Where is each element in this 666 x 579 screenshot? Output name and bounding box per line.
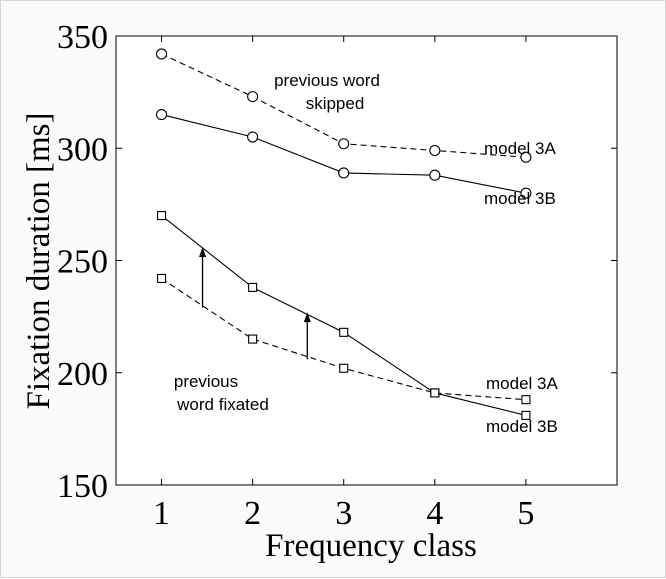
y-tick-label: 350 — [57, 19, 108, 56]
series-label-skipped-3b: model 3B — [484, 189, 556, 208]
x-tick-label: 1 — [153, 495, 170, 532]
x-tick-label: 2 — [244, 495, 261, 532]
data-point-circle — [155, 109, 168, 121]
data-point-square — [521, 395, 531, 405]
tick-labels: 1 2 3 4 5 150 200 250 300 350 — [57, 19, 534, 532]
y-axis-title: Fixation duration [ms] — [21, 113, 57, 410]
data-point-circle — [338, 138, 350, 150]
data-point-square — [339, 363, 349, 373]
y-tick-label: 250 — [57, 244, 108, 281]
data-point-circle — [520, 187, 532, 199]
series-label-fixated-3a: model 3A — [486, 374, 558, 393]
data-point-circle — [247, 91, 259, 103]
series-layer — [155, 48, 532, 420]
data-point-square — [339, 327, 349, 337]
data-point-square — [156, 273, 167, 284]
data-point-circle — [338, 167, 350, 179]
series-label-fixated-3b: model 3B — [486, 417, 558, 436]
x-tick-label: 4 — [426, 495, 443, 532]
data-point-circle — [155, 48, 168, 60]
annotation-fixated-line1: previous — [174, 372, 238, 391]
annotation-skipped-line1: previous word — [274, 71, 380, 90]
plot-area-frame — [115, 35, 618, 486]
arrow-head — [303, 312, 311, 323]
arrow-layer — [199, 247, 311, 360]
data-point-square — [248, 334, 258, 344]
data-point-circle — [429, 169, 441, 181]
x-axis-title: Frequency class — [265, 528, 477, 564]
data-point-circle — [247, 131, 259, 143]
data-point-square — [521, 410, 531, 420]
data-point-square — [248, 282, 258, 292]
annotation-fixated-line2: word fixated — [176, 395, 269, 414]
data-point-square — [430, 388, 440, 398]
y-tick-label: 150 — [57, 468, 108, 505]
arrow-head — [199, 247, 207, 258]
x-tick-label: 3 — [335, 495, 352, 532]
y-tick-label: 300 — [57, 131, 108, 168]
annotation-skipped-line2: skipped — [306, 94, 365, 113]
data-point-circle — [429, 144, 441, 157]
data-point-circle — [520, 151, 532, 163]
series-label-skipped-3a: model 3A — [484, 139, 556, 158]
data-point-square — [156, 211, 167, 221]
y-tick-label: 200 — [57, 356, 108, 393]
axis-ticks — [116, 35, 617, 486]
x-tick-label: 5 — [517, 495, 534, 532]
